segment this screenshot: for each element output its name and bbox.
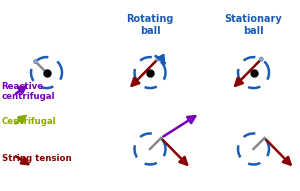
Text: String tension: String tension (2, 154, 71, 163)
Text: Centrifugal: Centrifugal (2, 117, 56, 126)
Circle shape (156, 57, 160, 61)
Text: Rotating
ball: Rotating ball (126, 14, 174, 36)
Circle shape (260, 57, 263, 61)
Text: Stationary
ball: Stationary ball (225, 14, 282, 36)
Text: Reactive
centrifugal: Reactive centrifugal (2, 82, 55, 101)
Circle shape (34, 60, 38, 63)
